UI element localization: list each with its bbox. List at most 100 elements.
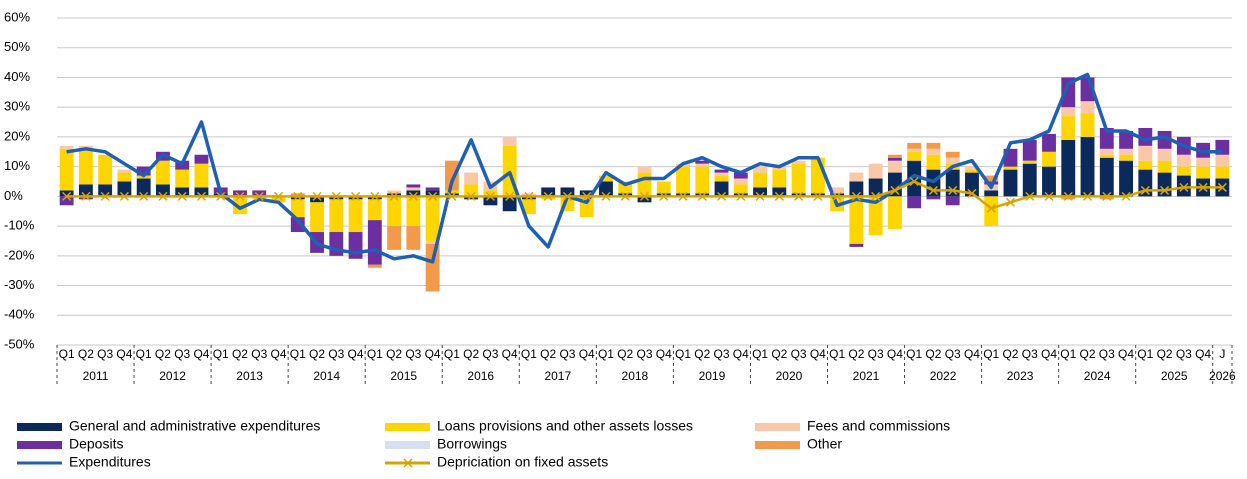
bar bbox=[676, 166, 690, 194]
x-tick-label: Q3 bbox=[174, 347, 190, 361]
year-label: 2026 bbox=[1209, 369, 1236, 383]
x-tick-label: Q3 bbox=[1176, 347, 1192, 361]
x-tick-label: Q2 bbox=[848, 347, 864, 361]
bar bbox=[695, 160, 710, 164]
marker bbox=[351, 191, 361, 201]
y-tick-label: -50% bbox=[4, 336, 35, 351]
marker bbox=[659, 191, 669, 201]
bar bbox=[1119, 154, 1133, 161]
bar bbox=[464, 172, 479, 185]
y-tick-label: 30% bbox=[4, 99, 30, 114]
bar bbox=[830, 193, 845, 197]
bar bbox=[791, 160, 806, 164]
bar bbox=[444, 160, 459, 191]
bar bbox=[290, 196, 305, 200]
bar bbox=[1215, 154, 1230, 167]
y-tick-label: -20% bbox=[4, 247, 35, 262]
x-tick-label: Q3 bbox=[405, 347, 421, 361]
bar bbox=[117, 169, 132, 173]
x-tick-label: Q4 bbox=[502, 347, 518, 361]
bar bbox=[387, 226, 402, 250]
x-tick-label: Q2 bbox=[540, 347, 556, 361]
bar bbox=[926, 142, 941, 149]
x-tick-label: Q2 bbox=[386, 347, 402, 361]
bar bbox=[59, 196, 74, 206]
year-label: 2020 bbox=[776, 369, 803, 383]
bar bbox=[1042, 166, 1056, 197]
bar bbox=[849, 181, 864, 197]
marker bbox=[601, 191, 611, 201]
bar bbox=[98, 154, 113, 185]
bar bbox=[1176, 154, 1191, 167]
bar bbox=[521, 199, 536, 215]
x-tick-label: Q1 bbox=[1137, 347, 1153, 361]
legend-swatch bbox=[385, 441, 430, 449]
bar bbox=[926, 196, 941, 200]
bar bbox=[387, 193, 402, 197]
x-tick-label: Q4 bbox=[810, 347, 826, 361]
x-tick-label: Q4 bbox=[887, 347, 903, 361]
bar bbox=[1042, 151, 1056, 167]
x-tick-label: J bbox=[1219, 347, 1225, 361]
bar bbox=[772, 169, 787, 188]
marker bbox=[119, 191, 129, 201]
x-tick-label: Q4 bbox=[964, 347, 980, 361]
bar bbox=[348, 196, 363, 200]
marker bbox=[1198, 182, 1208, 192]
bar bbox=[753, 166, 768, 173]
year-label: 2011 bbox=[83, 369, 109, 383]
marker bbox=[62, 191, 72, 201]
marker bbox=[928, 185, 938, 195]
bar bbox=[965, 169, 979, 173]
marker bbox=[139, 191, 149, 201]
bar bbox=[59, 148, 74, 191]
legend-label: Borrowings bbox=[437, 436, 507, 452]
bar bbox=[1080, 136, 1095, 197]
y-tick-label: 10% bbox=[4, 158, 30, 173]
bar bbox=[406, 190, 421, 197]
x-tick-label: Q2 bbox=[694, 347, 710, 361]
bar bbox=[984, 196, 999, 227]
marker bbox=[1217, 182, 1227, 192]
x-tick-label: Q2 bbox=[232, 347, 248, 361]
marker bbox=[408, 191, 418, 201]
bar bbox=[1138, 127, 1153, 146]
x-tick-label: Q4 bbox=[656, 347, 672, 361]
legend-marker bbox=[403, 458, 413, 468]
bar bbox=[310, 196, 324, 203]
bar bbox=[290, 217, 305, 233]
bar bbox=[444, 190, 459, 194]
year-label: 2021 bbox=[853, 369, 880, 383]
bar bbox=[502, 136, 517, 146]
x-tick-label: Q4 bbox=[1195, 347, 1211, 361]
legend-label: Deposits bbox=[69, 436, 123, 452]
bar bbox=[136, 166, 151, 176]
bar bbox=[78, 196, 93, 200]
marker bbox=[466, 191, 476, 201]
bar bbox=[1157, 160, 1172, 173]
bar bbox=[887, 160, 902, 173]
bar bbox=[733, 172, 748, 179]
bar bbox=[887, 196, 902, 230]
marker bbox=[794, 191, 804, 201]
x-tick-label: Q2 bbox=[1002, 347, 1018, 361]
bar bbox=[1061, 107, 1076, 117]
x-tick-label: Q1 bbox=[213, 347, 229, 361]
bar bbox=[926, 148, 941, 155]
bar bbox=[1176, 166, 1191, 176]
marker bbox=[543, 191, 553, 201]
x-tick-label: Q4 bbox=[116, 347, 132, 361]
bar bbox=[984, 190, 999, 197]
year-label: 2016 bbox=[467, 369, 494, 383]
bar bbox=[406, 187, 421, 191]
bar bbox=[271, 196, 286, 203]
bar bbox=[329, 196, 344, 200]
legend-label: Other bbox=[807, 436, 842, 452]
legend-swatch bbox=[385, 423, 430, 431]
bar bbox=[618, 193, 633, 197]
y-tick-label: 50% bbox=[4, 39, 30, 54]
year-label: 2025 bbox=[1161, 369, 1188, 383]
bar bbox=[599, 175, 613, 182]
marker bbox=[1179, 182, 1189, 192]
